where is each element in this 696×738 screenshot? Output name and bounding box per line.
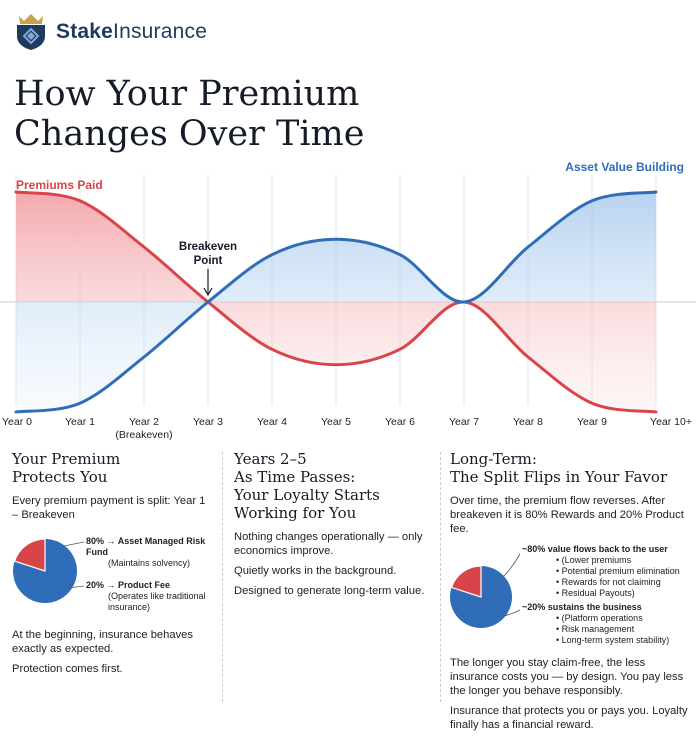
chart-labels: Premiums Paid Asset Value Building Breakev… <box>2 160 692 441</box>
x-tick-label: Year 1 <box>65 416 95 428</box>
x-tick-label: Year 10+ <box>650 416 692 428</box>
column-loyalty: Years 2–5 As Time Passes: Your Loyalty S… <box>234 450 430 604</box>
asset-line <box>14 190 658 414</box>
x-tick-sublabel: (Breakeven) <box>115 429 172 441</box>
slice-label-product-fee: 20% → Product Fee (Operates like traditi… <box>86 580 206 612</box>
pie-risk-fund-slice-minor <box>13 538 46 572</box>
chart-areas <box>16 192 656 412</box>
x-tick-label: Year 8 <box>513 416 543 428</box>
list-item: (Platform operations <box>556 613 692 624</box>
column-divider <box>440 452 441 702</box>
leader-line <box>63 541 85 547</box>
page-title-line-2: Changes Over Time <box>14 114 365 154</box>
split-pie-chart <box>450 553 521 628</box>
column-divider <box>222 452 223 702</box>
split-pie-chart <box>13 538 85 603</box>
column-long-term: Long-Term: The Split Flips in Your Favor… <box>450 450 690 738</box>
column-paragraph: Protection comes first. <box>12 663 123 675</box>
brand-logo: StakeInsurance <box>14 12 207 52</box>
premium-asset-chart: Premiums Paid Asset Value Building Breakev… <box>0 155 696 445</box>
annotation-line: Breakeven <box>179 241 237 253</box>
x-tick-label: Year 9 <box>577 416 607 428</box>
annotation-line: Point <box>194 255 223 267</box>
premiums-line <box>14 190 658 414</box>
column-paragraph: At the beginning, insurance behaves exac… <box>12 629 193 655</box>
pie-long-term-slice-minor <box>450 565 482 598</box>
x-tick-label: Year 2 <box>129 416 159 428</box>
page-title: How Your Premium Changes Over Time <box>14 74 614 154</box>
split-pie-block: 80% → Asset Managed Risk Fund (Maintains… <box>12 530 208 618</box>
column-intro: Over time, the premium flow reverses. Af… <box>450 495 684 535</box>
x-tick-label: Year 4 <box>257 416 287 428</box>
list-item: Rewards for not claiming <box>556 577 692 588</box>
column-protects-you: Your Premium Protects You Every premium … <box>12 450 208 682</box>
list-item: Risk management <box>556 624 692 635</box>
x-tick-label: Year 5 <box>321 416 351 428</box>
leader-line <box>501 553 521 579</box>
group-label-business: ~20% sustains the business (Platform ope… <box>522 602 692 646</box>
list-item: Potential premium elimination <box>556 566 692 577</box>
column-intro: Every premium payment is split: Year 1 –… <box>12 495 206 521</box>
series-label-premiums: Premiums Paid <box>16 178 103 192</box>
brand-name: StakeInsurance <box>56 20 208 43</box>
shield-crown-icon <box>17 14 45 50</box>
split-pie-block: ~80% value flows back to the user (Lower… <box>450 544 690 648</box>
x-tick-label: Year 7 <box>449 416 479 428</box>
list-item: (Lower premiums <box>556 555 692 566</box>
annotation-arrowhead <box>203 287 213 297</box>
column-heading: Years 2–5 As Time Passes: Your Loyalty S… <box>234 450 380 522</box>
column-heading: Long-Term: The Split Flips in Your Favor <box>450 450 668 486</box>
asset-area <box>16 192 656 412</box>
column-heading: Your Premium Protects You <box>12 450 121 486</box>
page-title-line-1: How Your Premium <box>14 74 360 114</box>
series-label-asset: Asset Value Building <box>565 160 684 174</box>
column-paragraph: The longer you stay claim-free, the less… <box>450 657 684 697</box>
column-paragraph: Designed to generate long-term value. <box>234 585 425 597</box>
slice-label-risk-fund: 80% → Asset Managed Risk Fund (Maintains… <box>86 536 206 568</box>
x-tick-label: Year 0 <box>2 416 32 428</box>
chart-canvas: Premiums Paid Asset Value Building Breakev… <box>0 160 696 441</box>
x-tick-label: Year 3 <box>193 416 223 428</box>
column-paragraph: Nothing changes operationally — only eco… <box>234 531 423 557</box>
chart-lines <box>14 190 658 414</box>
column-paragraph: Quietly works in the background. <box>234 565 397 577</box>
leader-line <box>67 585 85 589</box>
leader-line <box>503 609 521 617</box>
x-tick-label: Year 6 <box>385 416 415 428</box>
annotation-breakeven: Breakeven Point <box>179 241 237 267</box>
column-paragraph: Insurance that protects you or pays you.… <box>450 705 688 731</box>
list-item: Residual Payouts) <box>556 588 692 599</box>
list-item: Long-term system stability) <box>556 635 692 646</box>
group-label-user-value: ~80% value flows back to the user (Lower… <box>522 544 692 599</box>
